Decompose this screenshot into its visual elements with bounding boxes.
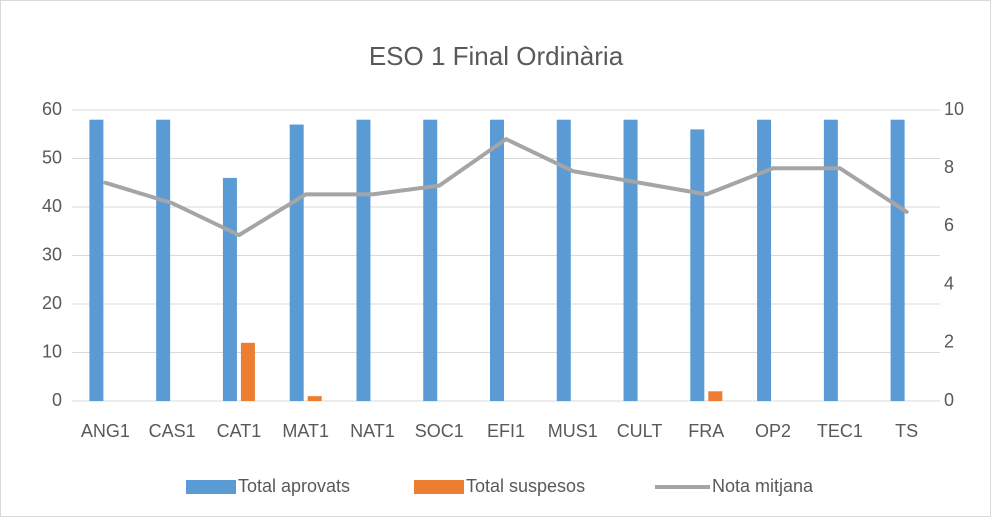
bar: [156, 119, 171, 401]
legend-label: Total aprovats: [238, 476, 350, 496]
x-tick-label: EFI1: [487, 421, 525, 441]
x-tick-label: TS: [895, 421, 918, 441]
bar: [757, 119, 772, 401]
y-tick-label: 40: [42, 196, 62, 216]
bar: [307, 396, 322, 401]
bar: [690, 129, 705, 401]
y2-tick-label: 8: [944, 157, 954, 177]
bar: [623, 119, 638, 401]
chart-title: ESO 1 Final Ordinària: [369, 41, 624, 71]
y2-tick-label: 0: [944, 390, 954, 410]
bar: [423, 119, 438, 401]
x-tick-label: NAT1: [350, 421, 395, 441]
x-tick-label: ANG1: [81, 421, 130, 441]
x-tick-label: CAS1: [149, 421, 196, 441]
y2-tick-label: 6: [944, 215, 954, 235]
x-tick-label: MAT1: [282, 421, 329, 441]
y-tick-label: 20: [42, 293, 62, 313]
x-tick-label: TEC1: [817, 421, 863, 441]
x-tick-label: OP2: [755, 421, 791, 441]
bar: [240, 342, 255, 401]
legend-swatch: [186, 480, 236, 494]
bar: [556, 119, 571, 401]
bar: [222, 177, 237, 401]
x-tick-label: FRA: [688, 421, 724, 441]
legend-label: Nota mitjana: [712, 476, 814, 496]
y2-tick-label: 2: [944, 332, 954, 352]
bar: [823, 119, 838, 401]
y2-tick-label: 10: [944, 99, 964, 119]
x-tick-label: CULT: [617, 421, 663, 441]
bar: [89, 119, 104, 401]
legend-label: Total suspesos: [466, 476, 585, 496]
y-tick-label: 60: [42, 99, 62, 119]
y-tick-label: 10: [42, 341, 62, 361]
bar: [289, 124, 304, 402]
legend-swatch: [414, 480, 464, 494]
x-tick-label: MUS1: [548, 421, 598, 441]
x-tick-label: CAT1: [217, 421, 262, 441]
bar: [890, 119, 905, 401]
y-tick-label: 50: [42, 147, 62, 167]
y-tick-label: 0: [52, 390, 62, 410]
bar: [708, 391, 723, 401]
bar: [356, 119, 371, 401]
line-series: [103, 137, 909, 238]
bar: [490, 119, 504, 401]
y-tick-label: 30: [42, 244, 62, 264]
y2-tick-label: 4: [944, 273, 954, 293]
x-tick-label: SOC1: [415, 421, 464, 441]
